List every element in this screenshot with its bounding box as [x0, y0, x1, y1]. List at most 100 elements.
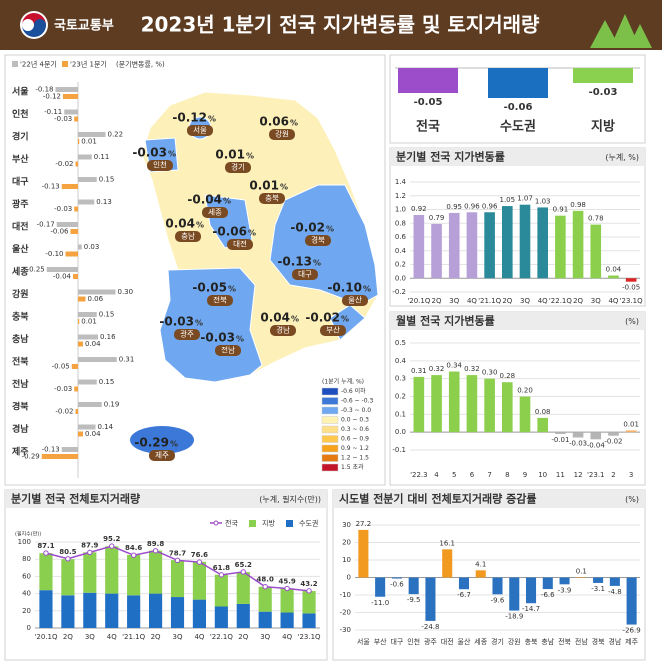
map-legend-swatch	[321, 387, 339, 396]
value-label: -0.13	[42, 183, 60, 191]
bar	[576, 577, 587, 578]
x-tick-label: '22.3	[410, 471, 428, 479]
bar-segment	[170, 597, 185, 628]
map-unit: %	[195, 319, 203, 328]
bar	[78, 319, 80, 324]
map-name-pill	[202, 207, 228, 218]
category-label: 대전	[12, 221, 29, 233]
value-label: 0.13	[96, 198, 112, 206]
bar	[78, 199, 95, 205]
value-label: 0.32	[429, 365, 445, 373]
line-point	[43, 550, 49, 556]
bar	[408, 577, 419, 595]
map-name-pill	[147, 160, 173, 171]
value-label: -0.02	[604, 438, 622, 446]
value-label: -3.9	[558, 586, 572, 594]
map-name-pill	[227, 239, 253, 250]
bar	[466, 375, 478, 433]
value-label: 0.31	[119, 356, 135, 364]
y-tick-label: 20	[342, 539, 351, 547]
category-label: 수도권	[500, 120, 536, 135]
bar	[448, 371, 460, 433]
x-tick-label: 울산	[458, 637, 471, 646]
value-label: 0.15	[99, 378, 115, 386]
map-name-pill	[215, 345, 241, 356]
value-label: 0.04	[85, 430, 101, 438]
value-label: 4.1	[475, 560, 486, 568]
map-jeju	[130, 426, 194, 454]
value-label: 0.34	[446, 362, 462, 370]
x-tick-label: 경북	[592, 637, 605, 646]
y-axis-label: (필지수(만))	[15, 531, 41, 538]
y-tick-label: 1.2	[395, 192, 406, 200]
category-label: 울산	[12, 243, 29, 255]
bar	[375, 577, 386, 597]
bar	[608, 275, 619, 279]
category-label: 전국	[416, 119, 440, 135]
line-point	[109, 543, 115, 549]
bar	[488, 68, 548, 98]
value-label: 0.28	[500, 372, 516, 380]
value-label: 0.92	[411, 205, 427, 213]
bar	[41, 454, 78, 459]
category-label: 대구	[12, 176, 29, 188]
bar	[537, 417, 548, 433]
bar	[502, 382, 513, 433]
line-point	[130, 552, 137, 558]
value-label: 0.32	[464, 365, 480, 373]
x-tick-label: 강원	[508, 637, 521, 646]
x-tick-label: 2Q	[238, 633, 248, 641]
bar	[466, 212, 478, 279]
value-label: 1.03	[535, 197, 551, 205]
map-legend-label: 1.2 ~ 1.5	[341, 455, 369, 462]
map-value: -0.29	[134, 436, 169, 450]
value-label: 0.15	[99, 176, 115, 184]
map-name-pill	[259, 193, 285, 204]
bar	[74, 386, 78, 392]
map-legend-label: 0.9 ~ 1.2	[341, 445, 369, 452]
value-label: 95.2	[103, 535, 120, 543]
bar	[572, 210, 584, 279]
x-tick-label: 2Q	[573, 297, 583, 305]
map-value: -0.04	[187, 193, 222, 207]
bar	[431, 223, 442, 279]
header-bar	[0, 0, 662, 50]
bar	[391, 577, 402, 579]
value-label: 0.03	[84, 243, 100, 251]
bar-segment	[149, 593, 163, 628]
bar-segment	[214, 574, 228, 607]
x-tick-label: 경기	[491, 637, 504, 646]
bar	[74, 116, 78, 122]
category-label: 충북	[12, 311, 29, 323]
value-label: -9.5	[407, 596, 421, 604]
value-label: 0.11	[94, 153, 110, 161]
y-tick-label: 0.4	[395, 357, 407, 365]
x-tick-label: 2Q	[63, 633, 73, 641]
map-legend-swatch	[321, 463, 339, 472]
bar-segment	[302, 613, 316, 628]
bar-segment	[214, 606, 228, 628]
value-label: 48.0	[257, 576, 274, 584]
map-unit: %	[280, 183, 288, 192]
map-value: -0.06	[212, 225, 247, 239]
x-tick-label: 3Q	[260, 633, 270, 641]
map-name: 충남	[181, 232, 195, 241]
logo-blue	[22, 19, 46, 37]
map-legend-swatch	[321, 416, 339, 424]
bar	[492, 577, 503, 595]
bar	[78, 312, 97, 317]
y-tick-label: 0.4	[395, 247, 407, 255]
bar	[526, 577, 537, 604]
y-tick-label: 100	[18, 538, 31, 546]
y-tick-label: 0.8	[395, 219, 406, 227]
line-point	[174, 557, 181, 564]
legend-marker	[213, 520, 219, 526]
value-label: 87.9	[81, 541, 98, 549]
x-tick-label: 8	[505, 471, 509, 479]
legend-swatch	[249, 520, 256, 527]
x-tick-label: '23.1Q	[620, 297, 644, 305]
category-label: 충남	[12, 333, 29, 345]
panel-monthly	[389, 311, 646, 486]
bar-segment	[127, 554, 141, 596]
map-name-pill	[187, 125, 213, 136]
